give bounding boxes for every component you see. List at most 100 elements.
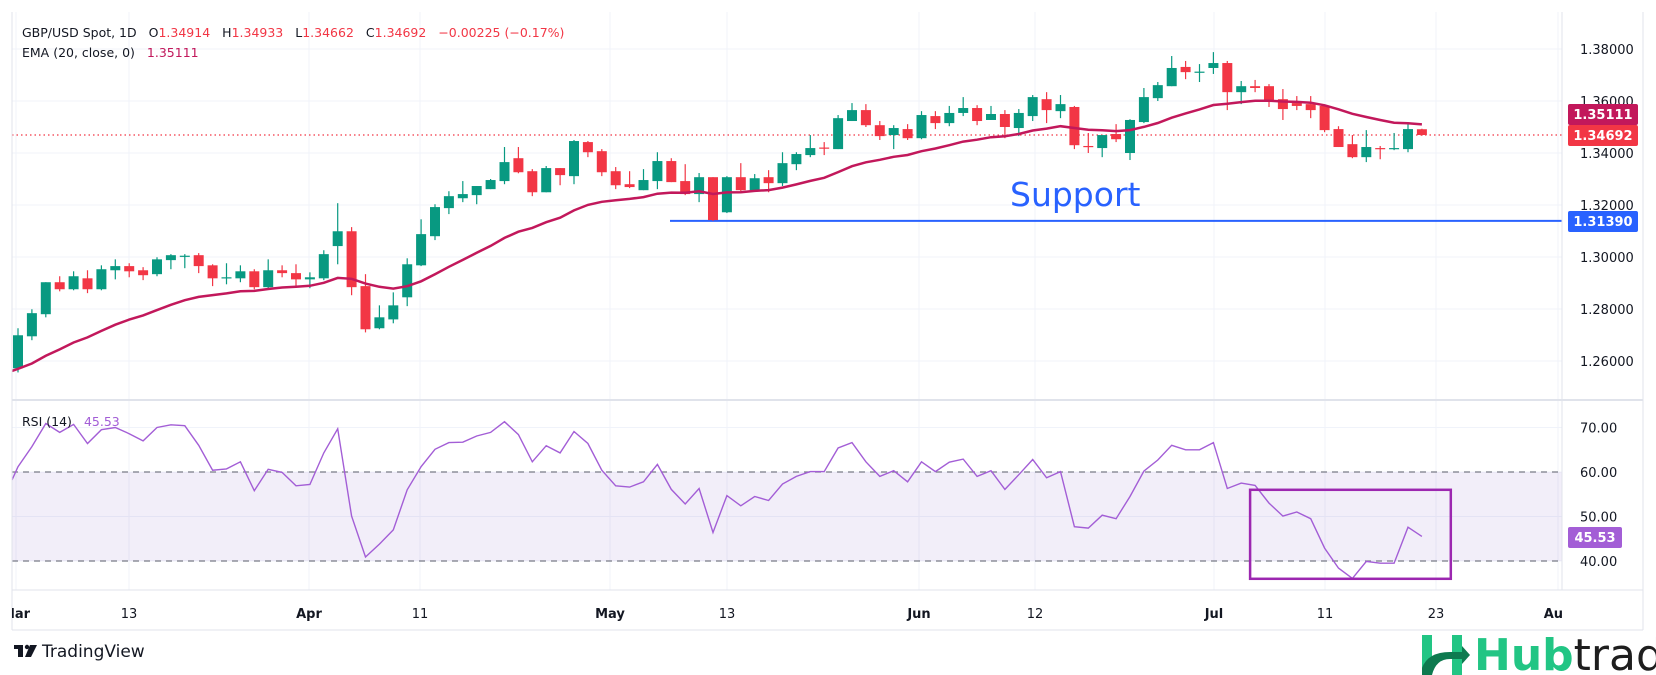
last-price-tag: 1.34692 xyxy=(1568,125,1638,146)
candle-body xyxy=(1375,148,1386,150)
candle-up xyxy=(1208,52,1219,74)
candle-body xyxy=(13,335,23,369)
rsi-value-tag: 45.53 xyxy=(1568,527,1622,548)
candle-body xyxy=(1277,99,1288,110)
candle-body xyxy=(819,147,830,149)
support-label: Support xyxy=(1010,175,1141,214)
candle-body xyxy=(721,177,732,213)
candle-down xyxy=(680,164,691,196)
candle-up xyxy=(541,166,552,193)
candle-body xyxy=(708,177,718,221)
hubtrading-wordmark: Hubtrading xyxy=(1474,630,1656,675)
candle-body xyxy=(1236,86,1247,93)
candle-body xyxy=(569,141,579,177)
candle-body xyxy=(1222,63,1233,93)
candle-body xyxy=(1166,67,1177,87)
candle-body xyxy=(374,317,385,329)
rsi-axis[interactable]: 70.00 60.00 50.00 40.00 xyxy=(1580,422,1617,571)
candle-body xyxy=(916,115,927,139)
candle-up xyxy=(152,257,162,277)
candle-body xyxy=(735,177,746,191)
price-tick-label: 1.38000 xyxy=(1580,43,1634,58)
change-value: −0.00225 (−0.17%) xyxy=(438,25,564,40)
candle-body xyxy=(1250,86,1261,88)
candle-body xyxy=(1403,129,1413,150)
candle-down xyxy=(527,169,538,197)
candle-body xyxy=(304,277,315,280)
candle-down xyxy=(902,124,913,140)
candle-body xyxy=(402,264,413,298)
ohlc-legend: GBP/USD Spot, 1D O1.34914 H1.34933 L1.34… xyxy=(22,25,564,40)
candle-body xyxy=(944,112,955,124)
candle-down xyxy=(1222,60,1233,111)
candle-body xyxy=(777,163,788,184)
ema-line xyxy=(11,99,1422,373)
candle-body xyxy=(82,278,93,290)
candle-body xyxy=(1389,148,1400,150)
candle-body xyxy=(165,255,176,261)
rsi-legend-value: 45.53 xyxy=(84,414,120,429)
candle-body xyxy=(1264,86,1274,100)
candle-body xyxy=(485,180,496,190)
candle-body xyxy=(527,171,538,193)
candle-down xyxy=(596,149,607,177)
time-axis[interactable]: Mar 13 Apr 11 May 13 Jun 12 Jul 11 23 Aug xyxy=(2,607,1572,622)
candle-up xyxy=(986,105,996,120)
candle-up xyxy=(1013,109,1024,137)
candle-body xyxy=(791,154,802,165)
ema-legend[interactable]: EMA (20, close, 0) 1.35111 xyxy=(22,45,199,60)
price-tick-label: 1.30000 xyxy=(1580,251,1634,266)
candle-down xyxy=(1416,128,1427,136)
time-tick-label: Apr xyxy=(296,607,322,622)
time-tick-label: 23 xyxy=(1428,607,1445,622)
candle-body xyxy=(138,270,149,276)
candle-down xyxy=(708,177,718,221)
candle-down xyxy=(972,105,983,126)
candle-body xyxy=(1097,135,1108,149)
time-tick-label: May xyxy=(595,607,625,622)
candle-up xyxy=(179,254,190,269)
candle-down xyxy=(513,147,524,174)
candle-body xyxy=(443,196,454,209)
candle-up xyxy=(235,265,246,283)
hubtrading-icon xyxy=(1422,635,1470,675)
candle-body xyxy=(805,148,816,156)
tradingview-logo[interactable]: TradingView xyxy=(14,642,145,662)
candle-up xyxy=(791,152,802,171)
price-axis[interactable]: 1.380001.360001.340001.320001.300001.280… xyxy=(1580,43,1634,370)
open-value: 1.34914 xyxy=(158,25,210,40)
svg-text:1.31390: 1.31390 xyxy=(1573,215,1632,230)
candle-down xyxy=(624,171,635,189)
candle-body xyxy=(680,181,691,195)
candle-up xyxy=(499,147,510,185)
candle-down xyxy=(735,163,746,192)
candle-body xyxy=(1013,112,1024,129)
candle-body xyxy=(388,305,399,320)
hubtrading-logo: Hubtrading xyxy=(1422,630,1656,675)
candle-down xyxy=(1305,96,1316,119)
ema-legend-label: EMA (20, close, 0) xyxy=(22,45,135,60)
candle-body xyxy=(847,110,857,122)
candle-up xyxy=(1097,135,1108,158)
candle-body xyxy=(1194,71,1205,73)
candle-body xyxy=(1180,66,1191,73)
candle-up xyxy=(402,258,413,307)
candle-down xyxy=(346,227,357,296)
candle-down xyxy=(555,168,566,186)
candle-body xyxy=(1333,129,1344,148)
candle-down xyxy=(249,269,260,290)
candle-body xyxy=(763,177,774,184)
candle-up xyxy=(1138,88,1149,124)
candle-body xyxy=(263,270,274,288)
candle-body xyxy=(152,259,162,275)
candle-body xyxy=(1027,97,1038,117)
time-tick-label: Jul xyxy=(1204,607,1224,622)
time-tick-label: 11 xyxy=(412,607,429,622)
rsi-highlight-box[interactable] xyxy=(1248,488,1453,581)
candle-down xyxy=(1319,105,1330,133)
rsi-legend[interactable]: RSI (14) 45.53 xyxy=(22,414,120,429)
tradingview-icon xyxy=(14,644,37,657)
candle-body xyxy=(638,180,649,191)
price-tick-label: 1.26000 xyxy=(1580,355,1634,370)
